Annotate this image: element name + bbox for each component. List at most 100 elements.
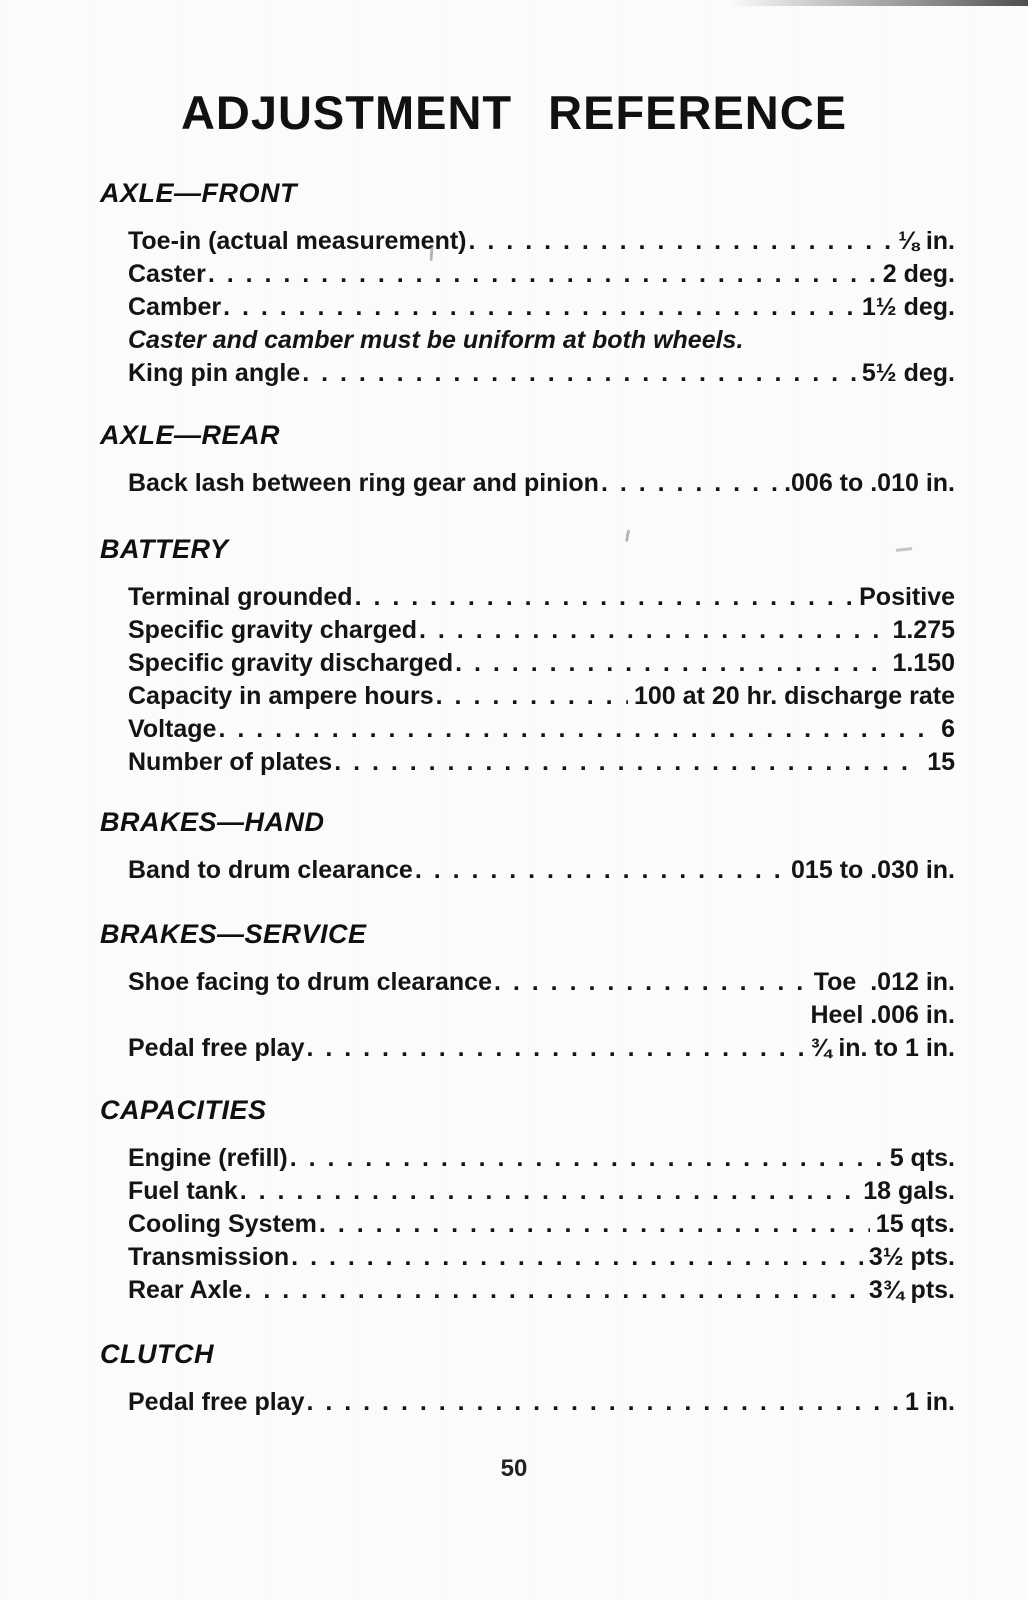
spec-label: Rear Axle [128, 1276, 243, 1304]
spec-row: Caster 2 deg. [128, 258, 955, 291]
spec-label: Engine (refill) [128, 1144, 288, 1172]
spec-row: Band to drum clearance 015 to .030 in. [128, 854, 955, 887]
section-brakes-hand: BRAKES—HAND Band to drum clearance 015 t… [100, 807, 955, 887]
spec-row: Terminal grounded Positive [128, 581, 955, 614]
section-rows: Engine (refill) 5 qts. Fuel tank 18 gals… [128, 1142, 955, 1307]
spec-value: 1½ deg. [861, 293, 955, 321]
spec-row-continuation: Heel .006 in. [128, 999, 955, 1032]
spec-row: Toe-in (actual measurement) ⅛ in. [128, 225, 955, 258]
dot-leader [436, 680, 628, 713]
section-rows: Band to drum clearance 015 to .030 in. [128, 854, 955, 887]
dot-leader [494, 966, 808, 999]
spec-row: Pedal free play 1 in. [128, 1386, 955, 1419]
section-heading-capacities: CAPACITIES [100, 1095, 267, 1125]
spec-row: Voltage 6 [128, 713, 955, 746]
dot-leader [419, 614, 886, 647]
spec-value: 15 qts. [875, 1210, 955, 1238]
spec-value: 2 deg. [882, 260, 955, 288]
scan-smudge-top-right [728, 0, 1028, 6]
page-number: 50 [500, 1455, 528, 1482]
spec-value: 100 at 20 hr. discharge rate [633, 682, 955, 710]
spec-value: 15 [927, 748, 955, 776]
dot-leader [455, 647, 886, 680]
spec-value: Positive [859, 583, 955, 611]
spec-row: Camber 1½ deg. [128, 291, 955, 324]
spec-label: Terminal grounded [128, 583, 353, 611]
dot-leader [601, 467, 778, 500]
spec-value: 3½ pts. [868, 1243, 955, 1271]
section-heading-brakes-service: BRAKES—SERVICE [100, 919, 367, 949]
spec-value: 1 in. [904, 1388, 955, 1416]
spec-row: Rear Axle 3¾ pts. [128, 1274, 955, 1307]
dot-leader [302, 357, 856, 390]
dot-leader [218, 713, 935, 746]
section-axle-rear: AXLE—REAR Back lash between ring gear an… [100, 420, 955, 500]
spec-label: Specific gravity discharged [128, 649, 454, 677]
spec-note: Caster and camber must be uniform at bot… [128, 326, 744, 354]
spec-value: ¾ in. to 1 in. [810, 1034, 955, 1062]
spec-value: 1.150 [892, 649, 955, 677]
section-heading-axle-front: AXLE—FRONT [100, 178, 297, 208]
spec-row: Shoe facing to drum clearance Toe .012 i… [128, 966, 955, 999]
spec-row: Pedal free play ¾ in. to 1 in. [128, 1032, 955, 1065]
spec-row: Fuel tank 18 gals. [128, 1175, 955, 1208]
section-heading-axle-rear: AXLE—REAR [100, 420, 281, 450]
section-rows: Shoe facing to drum clearance Toe .012 i… [128, 966, 955, 1065]
dot-leader [306, 1032, 804, 1065]
spec-value-continuation: Heel .006 in. [810, 1001, 955, 1029]
dot-leader [319, 1208, 870, 1241]
section-clutch: CLUTCH Pedal free play 1 in. [100, 1339, 955, 1419]
spec-row: Transmission 3½ pts. [128, 1241, 955, 1274]
spec-value: 5½ deg. [861, 359, 955, 387]
spec-value: 3¾ pts. [868, 1276, 955, 1304]
page-title: ADJUSTMENT REFERENCE [180, 86, 848, 139]
spec-row: Number of plates 15 [128, 746, 955, 779]
dot-leader [291, 1241, 863, 1274]
dot-leader [415, 854, 785, 887]
dot-leader [334, 746, 921, 779]
spec-label: Caster [128, 260, 206, 288]
section-battery: BATTERY Terminal grounded Positive Speci… [100, 534, 955, 779]
spec-label: Shoe facing to drum clearance [128, 968, 492, 996]
spec-label: Pedal free play [128, 1034, 305, 1062]
spec-label: King pin angle [128, 359, 301, 387]
spec-label: Pedal free play [128, 1388, 305, 1416]
dot-leader [244, 1274, 862, 1307]
section-rows: Terminal grounded Positive Specific grav… [128, 581, 955, 779]
section-heading-brakes-hand: BRAKES—HAND [100, 807, 325, 837]
spec-label: Fuel tank [128, 1177, 238, 1205]
spec-note-row: Caster and camber must be uniform at bot… [128, 324, 955, 357]
spec-row: Back lash between ring gear and pinion .… [128, 467, 955, 500]
spec-row: Engine (refill) 5 qts. [128, 1142, 955, 1175]
spec-row: Specific gravity discharged 1.150 [128, 647, 955, 680]
spec-value: Toe .012 in. [813, 968, 955, 996]
dot-leader [469, 225, 893, 258]
spec-label: Transmission [128, 1243, 290, 1271]
section-heading-clutch: CLUTCH [100, 1339, 214, 1369]
spec-label: Back lash between ring gear and pinion [128, 469, 599, 497]
spec-label: Capacity in ampere hours [128, 682, 434, 710]
spec-row: Specific gravity charged 1.275 [128, 614, 955, 647]
spec-label: Camber [128, 293, 222, 321]
spec-value: 015 to .030 in. [791, 856, 955, 884]
spec-row: Cooling System 15 qts. [128, 1208, 955, 1241]
spec-value: .006 to .010 in. [784, 469, 955, 497]
dot-leader [306, 1386, 899, 1419]
section-rows: Pedal free play 1 in. [128, 1386, 955, 1419]
spec-label: Number of plates [128, 748, 333, 776]
spec-value: 5 qts. [889, 1144, 955, 1172]
section-rows: Toe-in (actual measurement) ⅛ in. Caster… [128, 225, 955, 390]
dot-leader [290, 1142, 884, 1175]
section-brakes-service: BRAKES—SERVICE Shoe facing to drum clear… [100, 919, 955, 1065]
spec-value: 6 [941, 715, 955, 743]
spec-value: ⅛ in. [898, 227, 955, 255]
spec-value: 18 gals. [863, 1177, 955, 1205]
spec-label: Cooling System [128, 1210, 317, 1238]
spec-label: Band to drum clearance [128, 856, 413, 884]
dot-leader [208, 258, 877, 291]
section-heading-battery: BATTERY [100, 534, 229, 564]
dot-leader [355, 581, 854, 614]
spec-label: Specific gravity charged [128, 616, 418, 644]
spec-label: Voltage [128, 715, 217, 743]
